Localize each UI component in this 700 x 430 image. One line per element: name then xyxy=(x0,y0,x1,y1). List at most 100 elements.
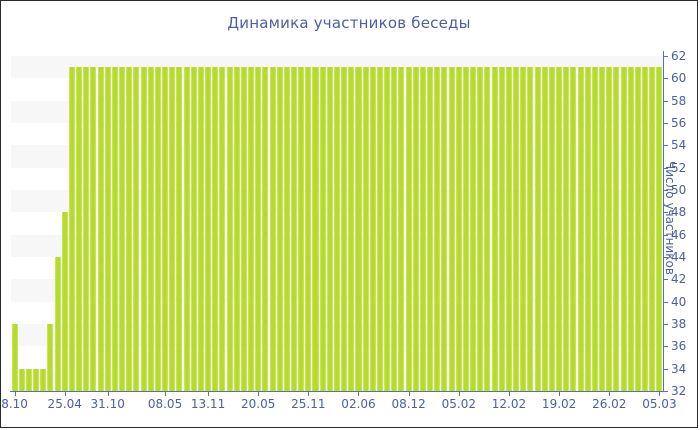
bar xyxy=(570,67,577,391)
x-tick xyxy=(308,392,310,396)
bar xyxy=(620,67,627,391)
plot-area xyxy=(11,56,663,391)
x-axis-line xyxy=(10,391,664,392)
bar xyxy=(33,368,40,391)
bar xyxy=(341,67,348,391)
x-tick xyxy=(458,392,460,396)
bar xyxy=(140,67,147,391)
bar xyxy=(240,67,247,391)
bar xyxy=(291,67,298,391)
y-tick-label: 46 xyxy=(671,227,687,242)
x-tick-label: 08.12 xyxy=(391,397,426,411)
bar xyxy=(90,67,97,391)
bar xyxy=(520,67,527,391)
chart-title: Динамика участников беседы xyxy=(227,14,471,32)
bar xyxy=(176,67,183,391)
bar xyxy=(226,67,233,391)
bar xyxy=(427,67,434,391)
y-tick-label: 56 xyxy=(671,116,687,130)
y-tick xyxy=(663,56,668,57)
y-tick-label: 48 xyxy=(671,205,687,220)
bar xyxy=(262,67,269,391)
y-tick xyxy=(663,257,668,258)
bar xyxy=(11,324,18,391)
bar xyxy=(154,67,161,391)
x-tick-label: 19.02 xyxy=(541,397,577,411)
bar xyxy=(162,67,169,391)
bar xyxy=(348,67,355,391)
y-tick-label: 38 xyxy=(671,317,687,331)
bar xyxy=(190,67,197,391)
x-tick-label: 26.02 xyxy=(592,397,627,411)
x-tick xyxy=(408,392,410,396)
x-tick xyxy=(14,392,16,396)
x-tick-label: 8.10 xyxy=(1,397,28,411)
bar xyxy=(133,67,140,391)
bar xyxy=(83,67,90,391)
bar xyxy=(412,67,419,391)
x-tick-label: 08.05 xyxy=(147,397,183,411)
x-tick-label: 25.04 xyxy=(47,397,82,411)
bar xyxy=(462,67,469,391)
y-tick xyxy=(663,368,668,370)
bar xyxy=(233,67,240,391)
bar xyxy=(505,67,512,391)
bar xyxy=(627,67,634,391)
bar xyxy=(76,67,83,391)
bar xyxy=(248,67,255,391)
bar xyxy=(541,67,548,391)
x-tick-label: 25.11 xyxy=(291,397,326,411)
bar xyxy=(362,67,369,391)
x-tick xyxy=(508,392,510,396)
y-tick-label: 42 xyxy=(671,272,687,287)
bar xyxy=(434,67,441,391)
x-tick-label: 13.11 xyxy=(190,397,226,411)
bar xyxy=(126,67,133,391)
bar xyxy=(25,368,32,391)
x-tick-label: 02.06 xyxy=(341,397,376,411)
bar xyxy=(527,67,534,391)
bar xyxy=(534,67,541,391)
bar xyxy=(606,67,613,391)
bar xyxy=(205,67,212,391)
bar xyxy=(61,212,68,391)
bar xyxy=(441,67,448,391)
bar xyxy=(355,67,362,391)
bar xyxy=(212,67,219,391)
y-tick-label: 40 xyxy=(671,294,687,309)
bar xyxy=(119,67,126,391)
y-tick-label: 58 xyxy=(671,93,687,108)
x-tick xyxy=(659,392,661,396)
x-tick xyxy=(107,392,109,396)
y-tick-label: 50 xyxy=(671,183,687,197)
x-tick xyxy=(258,392,260,396)
bar xyxy=(255,67,262,391)
x-tick xyxy=(559,392,561,396)
y-axis-line xyxy=(663,51,664,392)
bar xyxy=(563,67,570,391)
y-tick xyxy=(663,301,668,303)
bar xyxy=(312,67,319,391)
bar xyxy=(47,324,54,391)
bar xyxy=(104,67,111,391)
bar xyxy=(484,67,491,391)
x-tick xyxy=(64,392,66,396)
y-tick xyxy=(663,279,668,281)
bar xyxy=(391,67,398,391)
bar xyxy=(147,67,154,391)
bar xyxy=(656,67,663,391)
x-tick-label: 05.02 xyxy=(441,397,476,411)
bar xyxy=(498,67,505,391)
bar xyxy=(649,67,656,391)
bar xyxy=(319,67,326,391)
y-tick xyxy=(663,78,668,80)
bar xyxy=(283,67,290,391)
bar xyxy=(305,67,312,391)
bar xyxy=(455,67,462,391)
bar xyxy=(398,67,405,391)
y-tick xyxy=(663,100,668,102)
x-tick xyxy=(208,392,210,396)
bar xyxy=(111,67,118,391)
x-tick-label: 20.05 xyxy=(240,397,276,411)
bar xyxy=(183,67,190,391)
